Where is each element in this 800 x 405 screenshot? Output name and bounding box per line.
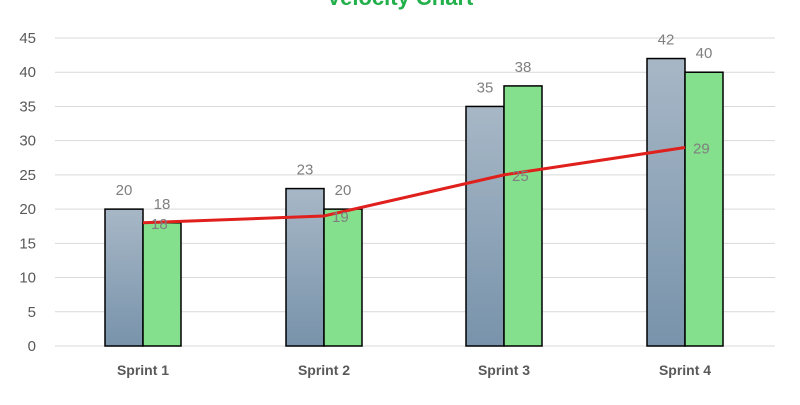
planned-bar	[104, 208, 144, 347]
x-category-label: Sprint 2	[298, 362, 350, 378]
y-tick-label: 10	[19, 270, 36, 287]
bars	[104, 57, 724, 347]
completed-data-label: 38	[515, 59, 532, 76]
x-category-label: Sprint 4	[659, 362, 711, 378]
planned-bar	[285, 187, 325, 347]
trend-data-label: 29	[693, 141, 710, 158]
planned-bar	[646, 57, 686, 347]
x-category-label: Sprint 1	[117, 362, 169, 378]
planned-data-label: 20	[116, 182, 133, 199]
y-tick-label: 25	[19, 167, 36, 184]
planned-data-label: 23	[297, 162, 314, 179]
x-category-label: Sprint 3	[478, 362, 530, 378]
completed-bar	[323, 208, 363, 347]
completed-data-label: 18	[154, 196, 171, 213]
data-labels: 20 18 23 20 35 38 42 40 18 19 25 29	[116, 32, 713, 233]
y-tick-label: 0	[28, 338, 36, 355]
completed-data-label: 20	[335, 182, 352, 199]
trend-data-label: 25	[512, 168, 529, 185]
chart-title: Velocity Chart	[327, 0, 474, 10]
y-tick-label: 45	[19, 30, 36, 47]
planned-data-label: 35	[477, 79, 494, 96]
y-tick-label: 20	[19, 201, 36, 218]
planned-data-label: 42	[658, 32, 675, 49]
y-tick-label: 15	[19, 235, 36, 252]
trend-line	[142, 146, 686, 225]
x-axis-categories: Sprint 1 Sprint 2 Sprint 3 Sprint 4	[117, 362, 711, 378]
y-tick-label: 40	[19, 64, 36, 81]
trend-data-label: 18	[151, 216, 168, 233]
y-tick-label: 5	[28, 304, 36, 321]
planned-bar	[465, 105, 505, 347]
y-tick-label: 30	[19, 133, 36, 150]
completed-data-label: 40	[696, 45, 713, 62]
y-axis-ticks: 0 5 10 15 20 25 30 35 40 45	[19, 30, 36, 355]
trend-line-layer	[142, 146, 686, 225]
completed-bar	[503, 85, 543, 347]
completed-bar	[684, 71, 724, 347]
trend-data-label: 19	[332, 209, 349, 226]
completed-bar	[142, 222, 182, 347]
y-tick-label: 35	[19, 98, 36, 115]
